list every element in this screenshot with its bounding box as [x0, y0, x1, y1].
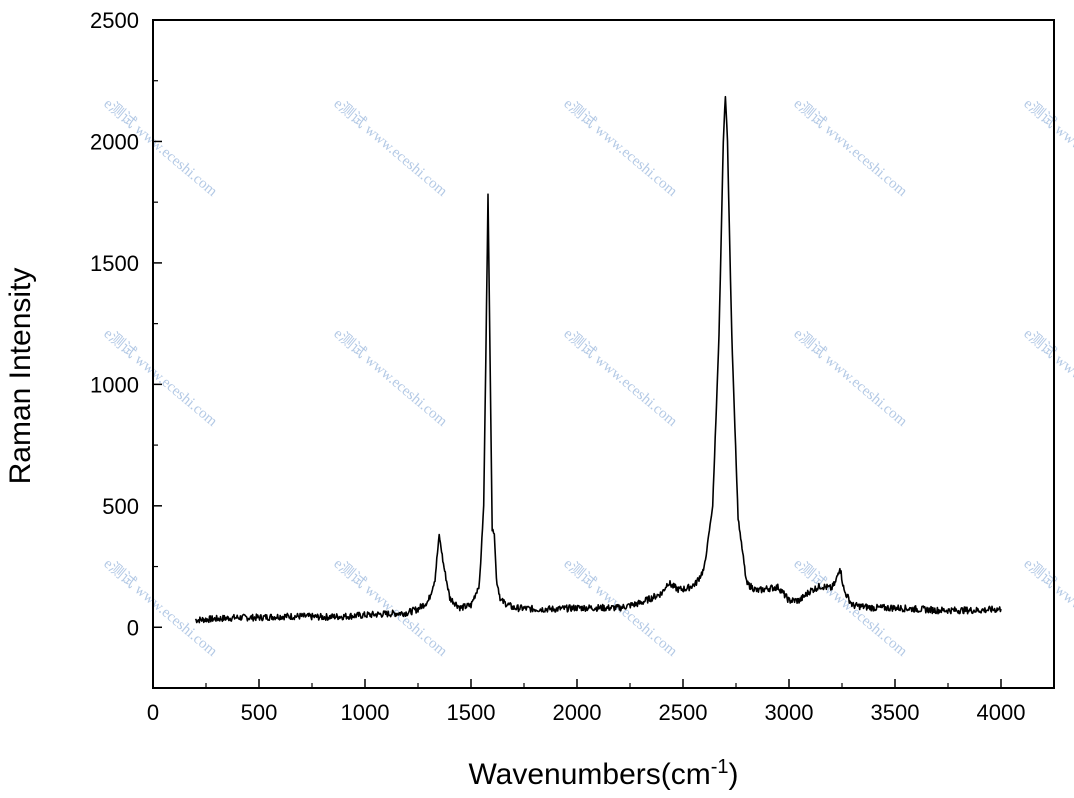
y-tick-label: 2000	[90, 129, 139, 154]
x-tick-label: 0	[147, 700, 159, 725]
x-axis-title-suffix: )	[729, 758, 739, 791]
watermark-text: e测试 www.eceshi.com	[100, 555, 221, 660]
watermark-text: e测试 www.eceshi.com	[330, 555, 451, 660]
x-tick-label: 2000	[553, 700, 602, 725]
plot-frame	[152, 19, 1055, 689]
x-tick-label: 3500	[871, 700, 920, 725]
x-tick-label: 1500	[447, 700, 496, 725]
watermark-text: e测试 www.eceshi.com	[560, 325, 681, 430]
x-tick-label: 2500	[659, 700, 708, 725]
x-tick-label: 1000	[341, 700, 390, 725]
spectrum-line	[194, 95, 1002, 624]
x-axis-title-main: Wavenumbers(cm	[468, 758, 710, 791]
x-axis-title: Wavenumbers(cm-1)	[468, 756, 738, 791]
x-axis-title-superscript: -1	[711, 756, 729, 778]
y-axis-title: Raman Intensity	[4, 268, 37, 485]
watermark-text: e测试 www.eceshi.com	[790, 95, 911, 200]
y-tick-label: 500	[102, 494, 139, 519]
watermark-text: e测试 www.eceshi.com	[560, 95, 681, 200]
x-tick-label: 3000	[765, 700, 814, 725]
y-tick-label: 1500	[90, 251, 139, 276]
watermark-text: e测试 www.eceshi.com	[330, 95, 451, 200]
y-tick-label: 1000	[90, 372, 139, 397]
axis-tick-labels: 0 500 1000 1500 2000 2500 3000 3500 4000 0 500 1000…	[90, 8, 1025, 725]
y-tick-label: 0	[127, 615, 139, 640]
watermark-text: e测试 www.eceshi.com	[790, 325, 911, 430]
x-tick-label: 4000	[977, 700, 1026, 725]
watermark-layer: e测试 www.eceshi.com e测试 www.eceshi.com e测试 …	[100, 95, 1074, 660]
watermark-text: e测试 www.eceshi.com	[1020, 95, 1074, 200]
axis-ticks	[152, 19, 1002, 688]
watermark-text: e测试 www.eceshi.com	[330, 325, 451, 430]
x-tick-label: 500	[241, 700, 278, 725]
y-tick-label: 2500	[90, 8, 139, 33]
watermark-text: e测试 www.eceshi.com	[1020, 325, 1074, 430]
watermark-text: e测试 www.eceshi.com	[1020, 555, 1074, 660]
